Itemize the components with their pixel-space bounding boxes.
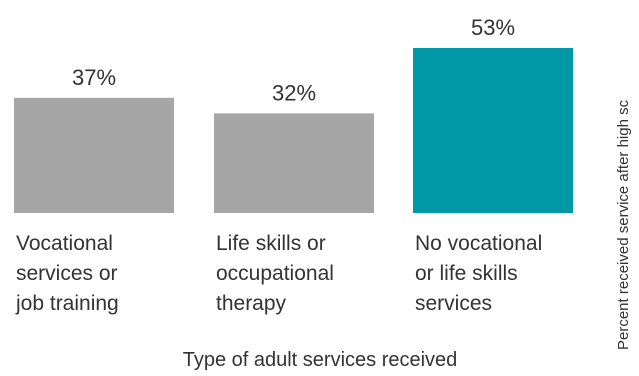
category-label-1-line-1: Vocational — [16, 232, 113, 255]
category-label-3-line-2: or life skills — [415, 262, 518, 285]
category-label-2-line-1: Life skills or — [216, 232, 326, 255]
bar-3 — [413, 48, 573, 213]
value-label-3: 53% — [471, 15, 515, 40]
bar-2 — [214, 113, 374, 213]
category-label-1-line-3: job training — [15, 292, 119, 315]
value-label-2: 32% — [272, 80, 316, 105]
category-label-1-line-2: services or — [16, 262, 118, 285]
bar-1 — [14, 97, 174, 213]
bars-layer — [14, 48, 573, 213]
category-label-3-line-1: No vocational — [415, 232, 542, 255]
value-label-1: 37% — [72, 65, 116, 90]
y-axis-title: Percent received service after high sc — [615, 99, 632, 350]
category-labels-layer: Vocational services or job training Life sk… — [15, 232, 542, 315]
x-axis-title: Type of adult services received — [183, 349, 458, 371]
category-label-2-line-2: occupational — [216, 262, 334, 285]
category-label-2-line-3: therapy — [216, 292, 287, 315]
value-labels-layer: 37% 32% 53% — [72, 15, 515, 105]
category-label-3-line-3: services — [415, 292, 492, 315]
